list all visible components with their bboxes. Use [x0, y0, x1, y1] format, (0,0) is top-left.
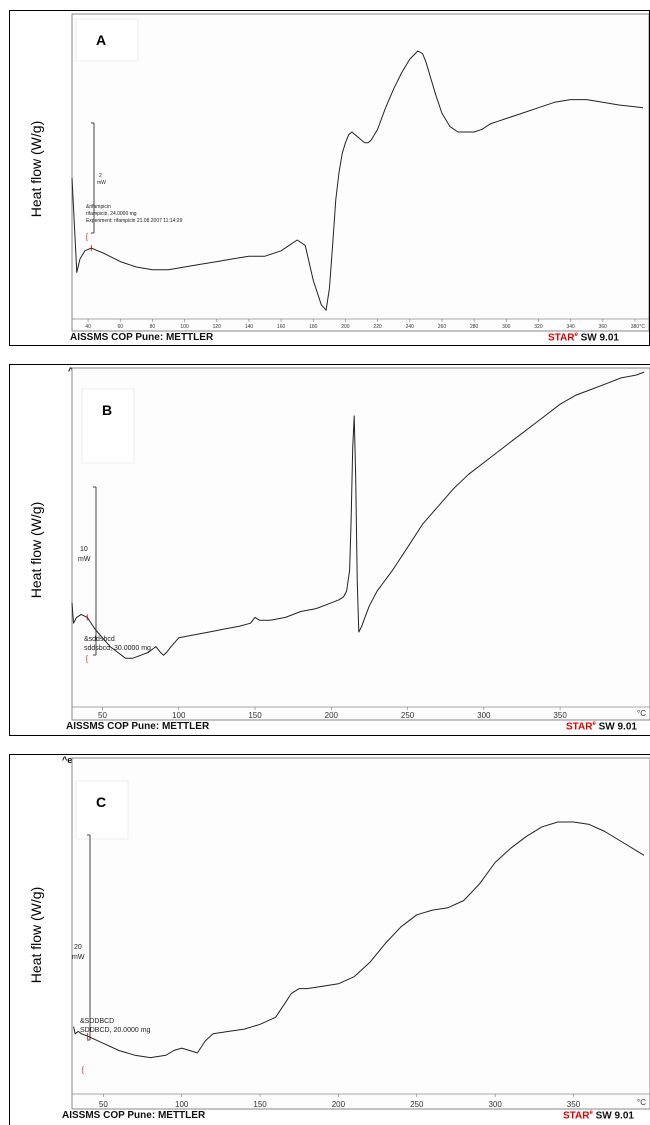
software-label: STARe SW 9.01	[548, 332, 619, 343]
instrument-label: AISSMS COP Pune: METTLER	[66, 721, 210, 732]
sample-annotation: &SDDBCD	[80, 1018, 114, 1025]
x-tick-label: 60	[117, 324, 123, 330]
x-tick-label: 50	[98, 711, 107, 720]
start-marker: [	[86, 656, 88, 663]
x-tick-label: 150	[248, 711, 262, 720]
sample-annotation: SDDBCD, 20.0000 mg	[80, 1027, 151, 1034]
x-tick-label: 140	[245, 324, 254, 330]
software-version: SW 9.01	[592, 1110, 634, 1122]
scale-bar-value: 10	[80, 546, 88, 553]
panel-label-box	[81, 388, 135, 464]
plot-frame	[71, 367, 650, 721]
x-tick-label: 300	[502, 324, 511, 330]
scale-bar-unit: mW	[97, 180, 106, 186]
sample-annotation: Experiment: rifampicin 21.08.2007 11:14:…	[86, 218, 183, 224]
brand-name: STAR	[548, 332, 575, 344]
software-version: SW 9.01	[577, 332, 619, 344]
x-unit-label: °C	[637, 1098, 646, 1107]
instrument-label: AISSMS COP Pune: METTLER	[70, 332, 214, 343]
x-tick-label: 100	[180, 324, 189, 330]
scale-bar-value: 2	[99, 173, 102, 179]
x-unit-label: °C	[639, 324, 645, 330]
x-tick-label: 160	[277, 324, 286, 330]
plot-frame	[71, 757, 650, 1110]
plot-frame	[71, 13, 649, 332]
x-tick-label: 50	[99, 1100, 108, 1109]
dsc-curve	[71, 371, 645, 659]
sample-annotation: rifampicin, 24.0000 mg	[86, 211, 137, 217]
chart-svg-c: C 20 mW&SDDBCD SDDBCD, 20.0000 mg [50 100 150 2…	[71, 757, 650, 1110]
start-marker: [	[86, 234, 88, 241]
software-label: STARe SW 9.01	[563, 1110, 634, 1121]
x-tick-label: 260	[438, 324, 447, 330]
chart-panel-a: Heat flow (W/g) ^exo A2mW&rifampicinrifa…	[9, 10, 650, 346]
x-tick-label: 250	[410, 1100, 424, 1109]
x-tick-label: 250	[401, 711, 415, 720]
brand-name: STAR	[566, 721, 593, 733]
x-tick-label: 350	[553, 711, 567, 720]
panel-label: B	[102, 402, 112, 418]
x-tick-label: 350	[567, 1100, 581, 1109]
scale-bar-unit: mW	[78, 556, 91, 563]
x-tick-label: 120	[213, 324, 222, 330]
x-tick-label: 200	[325, 711, 339, 720]
x-tick-label: 40	[85, 324, 91, 330]
software-version: SW 9.01	[595, 721, 637, 733]
x-tick-label: 100	[172, 711, 186, 720]
panel-label-box	[75, 780, 129, 840]
chart-svg-b: B 10 mW&sddsbcd sddsbcd, 30.0000 mg [50 100 15…	[71, 367, 650, 721]
x-tick-label: 200	[332, 1100, 346, 1109]
x-tick-label: 200	[341, 324, 350, 330]
instrument-label: AISSMS COP Pune: METTLER	[62, 1110, 206, 1121]
sample-annotation: &rifampicin	[86, 204, 111, 210]
panel-label: C	[96, 794, 106, 810]
x-tick-label: 340	[566, 324, 575, 330]
x-tick-label: 240	[406, 324, 415, 330]
brand-sup: e	[574, 332, 578, 338]
start-marker: [	[82, 1067, 84, 1074]
brand-sup: e	[592, 721, 596, 727]
x-tick-label: 280	[470, 324, 479, 330]
x-tick-label: 180	[309, 324, 318, 330]
x-tick-label: 80	[150, 324, 156, 330]
dsc-curve	[71, 50, 644, 311]
x-unit-label: °C	[637, 709, 646, 718]
panel-label-box	[75, 18, 139, 62]
x-tick-label: 220	[373, 324, 382, 330]
x-tick-label: 300	[477, 711, 491, 720]
sample-annotation: sddsbcd, 30.0000 mg	[84, 645, 151, 652]
brand-sup: e	[589, 1110, 593, 1116]
chart-panel-b: Heat flow (W/g) ^exo B10mW&sddsbcdsddsbc…	[9, 364, 650, 736]
panel-label: A	[96, 32, 106, 48]
dsc-curve	[73, 821, 645, 1059]
x-tick-label: 100	[175, 1100, 189, 1109]
x-tick-label: 300	[488, 1100, 502, 1109]
x-tick-label: 380	[631, 324, 640, 330]
x-tick-label: 150	[253, 1100, 267, 1109]
scale-bar-value: 20	[74, 944, 82, 951]
chart-panel-c: Heat flow (W/g) ^exo C20mW&SDDBCDSDDBCD,…	[9, 754, 650, 1125]
scale-bar-unit: mW	[72, 954, 85, 961]
x-tick-label: 360	[599, 324, 608, 330]
brand-name: STAR	[563, 1110, 590, 1122]
sample-annotation: &sddsbcd	[84, 636, 115, 643]
x-tick-label: 320	[534, 324, 543, 330]
software-label: STARe SW 9.01	[566, 721, 637, 732]
